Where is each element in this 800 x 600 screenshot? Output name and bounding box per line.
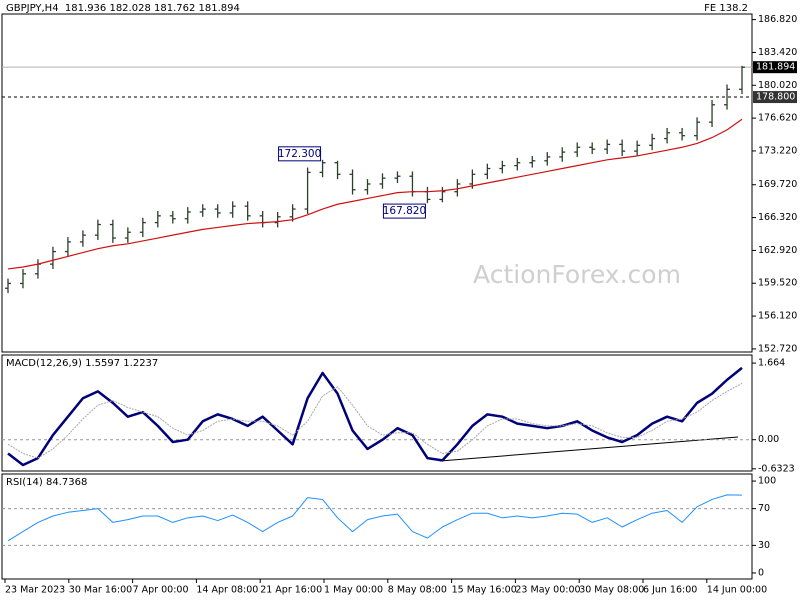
x-tick-label: 15 May 16:00 xyxy=(452,585,517,596)
y-tick-label: 180.020 xyxy=(758,80,797,91)
trend-line xyxy=(439,436,739,462)
annotation-label: 172.300 xyxy=(278,148,321,160)
panel-frame xyxy=(1,13,753,353)
y-tick-label: 176.620 xyxy=(758,113,797,124)
panel-title: MACD(12,26,9) 1.5597 1.2237 xyxy=(6,358,158,369)
y-tick-label: 70 xyxy=(758,503,770,514)
moving-average xyxy=(7,118,743,270)
panel-frame xyxy=(1,354,753,472)
panel-title: RSI(14) 84.7368 xyxy=(6,477,87,488)
y-tick-label: 166.320 xyxy=(758,212,797,223)
x-tick-label: 14 Apr 08:00 xyxy=(196,585,258,596)
series-line xyxy=(7,382,743,459)
y-tick-label: -0.6323 xyxy=(758,463,795,474)
level-label: 178.800 xyxy=(756,92,795,103)
corner-label: FE 138.2 xyxy=(704,3,748,14)
y-tick-label: 100 xyxy=(758,476,776,487)
y-tick-label: 30 xyxy=(758,540,770,551)
y-tick-label: 173.220 xyxy=(758,145,797,156)
x-tick-label: 8 May 08:00 xyxy=(388,585,447,596)
y-tick-label: 0.00 xyxy=(758,434,779,445)
x-tick-label: 23 May 00:00 xyxy=(515,585,580,596)
x-tick-label: 1 May 00:00 xyxy=(324,585,383,596)
annotation-label: 167.820 xyxy=(383,205,426,217)
series-line xyxy=(7,494,743,542)
y-tick-label: 156.120 xyxy=(758,311,797,322)
x-tick-label: 21 Apr 16:00 xyxy=(260,585,322,596)
y-tick-label: 159.520 xyxy=(758,278,797,289)
price-tag xyxy=(753,61,797,74)
level-tag xyxy=(753,91,797,104)
watermark: ActionForex.com xyxy=(473,260,681,289)
y-tick-label: 152.720 xyxy=(758,343,797,354)
panel-frame xyxy=(1,473,753,580)
y-tick-label: 169.720 xyxy=(758,179,797,190)
x-tick-label: 23 Mar 2023 xyxy=(5,585,65,596)
last-price-label: 181.894 xyxy=(756,62,795,73)
panel-title: GBPJPY,H4 181.936 182.028 181.762 181.89… xyxy=(6,3,240,14)
y-tick-label: 183.420 xyxy=(758,47,797,58)
y-tick-label: 1.664 xyxy=(758,358,785,369)
x-tick-label: 6 Jun 16:00 xyxy=(643,585,697,596)
y-tick-label: 162.920 xyxy=(758,245,797,256)
x-tick-label: 30 May 08:00 xyxy=(579,585,644,596)
x-tick-label: 14 Jun 00:00 xyxy=(707,585,767,596)
annotation-box xyxy=(382,203,426,219)
x-tick-label: 7 Apr 00:00 xyxy=(133,585,189,596)
y-tick-label: 0 xyxy=(758,567,764,578)
x-tick-label: 30 Mar 16:00 xyxy=(69,585,132,596)
y-tick-label: 186.820 xyxy=(758,14,797,25)
series-line xyxy=(7,366,743,467)
annotation-box xyxy=(278,146,322,162)
